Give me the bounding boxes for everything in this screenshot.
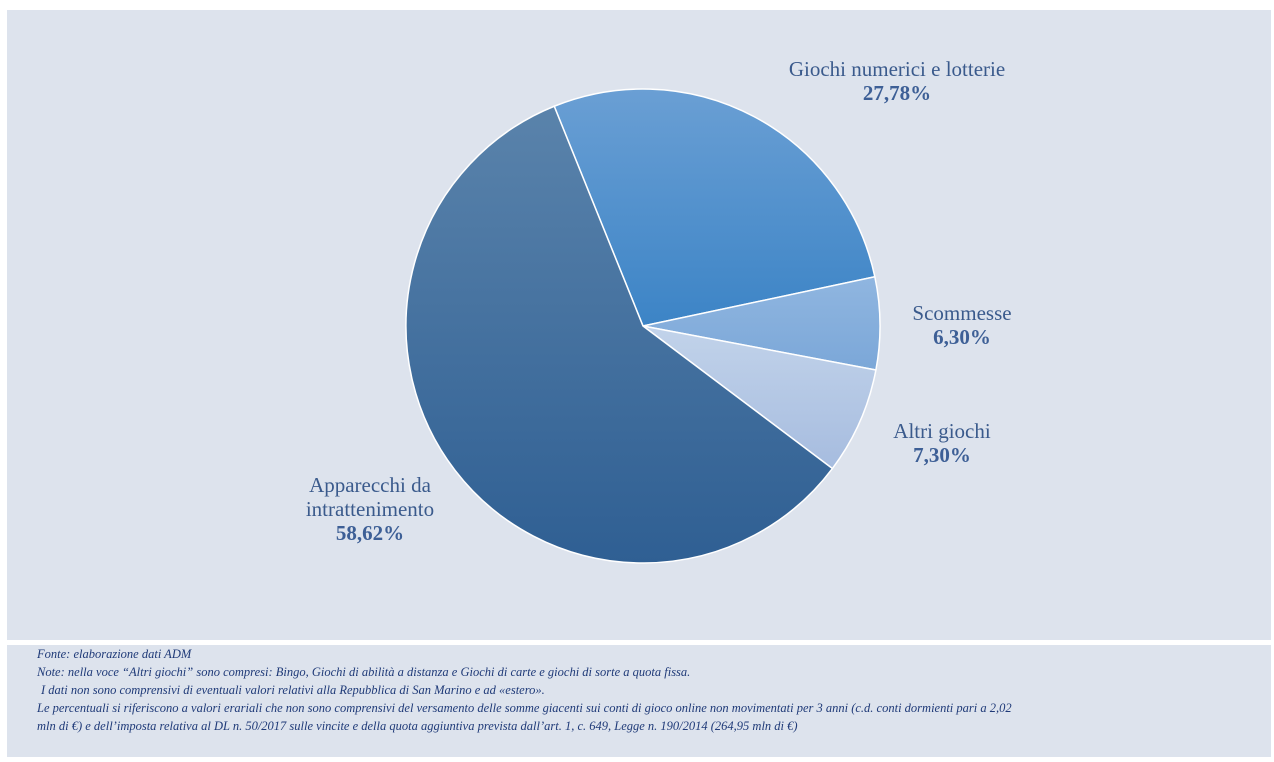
slice-label-scommesse: Scommesse 6,30% bbox=[912, 301, 1012, 349]
pie-slice-apparecchi bbox=[405, 105, 834, 564]
source-note: Fonte: elaborazione dati ADM bbox=[37, 647, 192, 661]
note-san-marino: I dati non sono comprensivi di eventuali… bbox=[41, 683, 545, 697]
pie-slices bbox=[405, 88, 881, 564]
slice-label-apparecchi: Apparecchi da intrattenimento 58,62% bbox=[305, 473, 435, 545]
slice-label-giochi-numerici: Giochi numerici e lotterie 27,78% bbox=[788, 57, 1006, 105]
slice-label-altri-giochi: Altri giochi 7,30% bbox=[893, 419, 991, 467]
chart-notes: Fonte: elaborazione dati ADM Note: nella… bbox=[7, 645, 1271, 757]
note-altri-giochi: Note: nella voce “Altri giochi” sono com… bbox=[37, 665, 691, 679]
note-percentuali-1: Le percentuali si riferiscono a valori e… bbox=[37, 701, 1012, 715]
pie-chart bbox=[405, 88, 881, 564]
chart-panel: Giochi numerici e lotterie 27,78% Scomme… bbox=[7, 10, 1271, 640]
pie-slice-giochi-numerici bbox=[553, 88, 876, 327]
pie-slice-altri-giochi bbox=[642, 325, 877, 470]
note-percentuali-2: mln di €) e dell’imposta relativa al DL … bbox=[37, 719, 798, 733]
